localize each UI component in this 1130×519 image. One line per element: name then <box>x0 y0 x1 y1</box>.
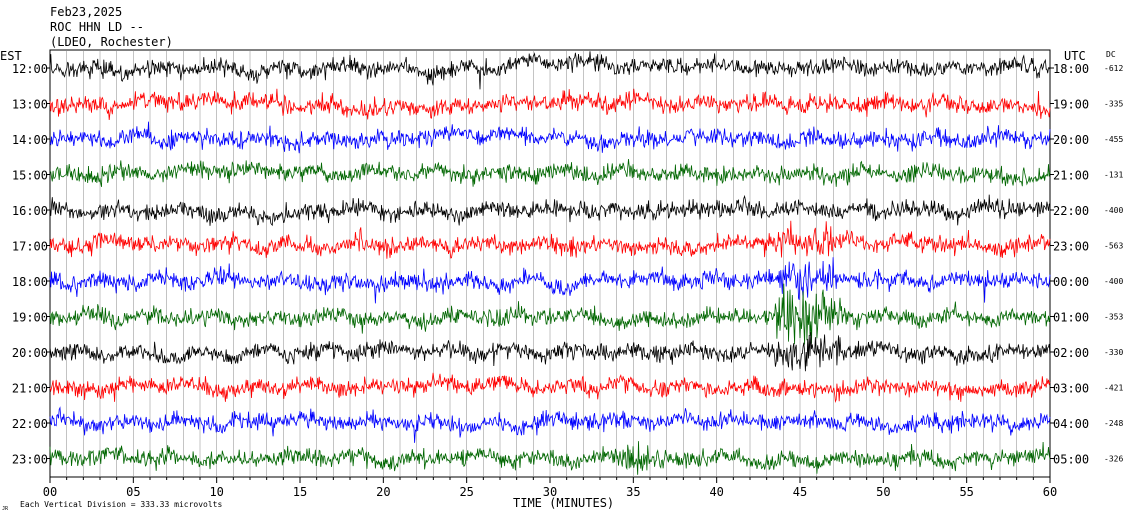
utc-row-label: 21:00 <box>1053 169 1089 183</box>
x-tick-label: 00 <box>43 485 57 499</box>
trace-line <box>49 51 1051 90</box>
dc-offset-label: -330 <box>1104 348 1123 357</box>
utc-row-label: 22:00 <box>1053 204 1089 218</box>
x-tick-label: 05 <box>126 485 140 499</box>
dc-offset-label: -400 <box>1104 277 1123 286</box>
trace-line <box>49 441 1051 475</box>
utc-row-label: 20:00 <box>1053 133 1089 147</box>
est-row-label: 16:00 <box>12 204 48 218</box>
trace-line <box>49 121 1051 154</box>
trace-line <box>49 372 1051 404</box>
x-tick-label: 60 <box>1043 485 1057 499</box>
x-tick-label: 50 <box>876 485 890 499</box>
dc-offset-label: -455 <box>1104 135 1123 144</box>
est-row-label: 13:00 <box>12 98 48 112</box>
est-row-label: 14:00 <box>12 133 48 147</box>
header-date: Feb23,2025 <box>50 5 122 19</box>
trace-line <box>49 406 1051 443</box>
dc-offset-label: -612 <box>1104 64 1123 73</box>
utc-axis-label: UTC <box>1064 49 1086 63</box>
utc-row-label: 03:00 <box>1053 382 1089 396</box>
utc-row-label: 23:00 <box>1053 240 1089 254</box>
dc-offset-label: -563 <box>1104 242 1123 251</box>
scale-note: Each Vertical Division = 333.33 microvol… <box>20 500 222 509</box>
row-labels: 12:00 18:00 -612 13:00 19:00 -335 14:00 20:00 -4… <box>12 62 1124 467</box>
dc-offset-label: -248 <box>1104 419 1123 428</box>
trace-line <box>49 283 1051 345</box>
x-tick-label: 40 <box>709 485 723 499</box>
dc-offset-label: -335 <box>1104 100 1123 109</box>
utc-row-label: 18:00 <box>1053 62 1089 76</box>
dc-offset-label: -400 <box>1104 206 1123 215</box>
x-tick-label: 35 <box>626 485 640 499</box>
x-tick-label: 10 <box>209 485 223 499</box>
est-row-label: 15:00 <box>12 169 48 183</box>
est-row-label: 22:00 <box>12 417 48 431</box>
x-axis-title: TIME (MINUTES) <box>513 496 614 510</box>
utc-row-label: 00:00 <box>1053 275 1089 289</box>
x-tick-label: 20 <box>376 485 390 499</box>
est-axis-label: EST <box>0 49 22 63</box>
x-tick-label: 30 <box>543 485 557 499</box>
est-row-label: 23:00 <box>12 453 48 467</box>
x-tick-label: 15 <box>293 485 307 499</box>
trace-line <box>49 158 1051 187</box>
header-network: (LDEO, Rochester) <box>50 35 173 49</box>
est-row-label: 20:00 <box>12 346 48 360</box>
x-tick-label: 45 <box>793 485 807 499</box>
est-row-label: 17:00 <box>12 240 48 254</box>
header-station: ROC HHN LD -- <box>50 20 144 34</box>
trace-line <box>49 257 1051 304</box>
trace-line <box>49 88 1051 121</box>
dc-offset-label: -131 <box>1104 171 1123 180</box>
dc-column-label: DC <box>1106 50 1116 59</box>
seismic-traces <box>49 51 1051 475</box>
utc-row-label: 05:00 <box>1053 453 1089 467</box>
est-row-label: 18:00 <box>12 275 48 289</box>
trace-line <box>49 220 1051 259</box>
x-tick-label: 55 <box>959 485 973 499</box>
scale-prefix: JR <box>2 506 9 512</box>
est-row-label: 19:00 <box>12 311 48 325</box>
dc-offset-label: -326 <box>1104 455 1123 464</box>
x-axis: 00 05 10 15 20 25 30 35 40 45 50 55 60 <box>43 477 1057 499</box>
est-row-label: 21:00 <box>12 382 48 396</box>
dc-offset-label: -353 <box>1104 313 1123 322</box>
trace-line <box>49 332 1051 372</box>
utc-row-label: 04:00 <box>1053 417 1089 431</box>
trace-line <box>49 194 1051 227</box>
dc-offset-label: -421 <box>1104 384 1123 393</box>
utc-row-label: 02:00 <box>1053 346 1089 360</box>
vertical-grid <box>66 50 1034 477</box>
x-tick-label: 25 <box>459 485 473 499</box>
utc-row-label: 01:00 <box>1053 311 1089 325</box>
utc-row-label: 19:00 <box>1053 98 1089 112</box>
est-row-label: 12:00 <box>12 62 48 76</box>
